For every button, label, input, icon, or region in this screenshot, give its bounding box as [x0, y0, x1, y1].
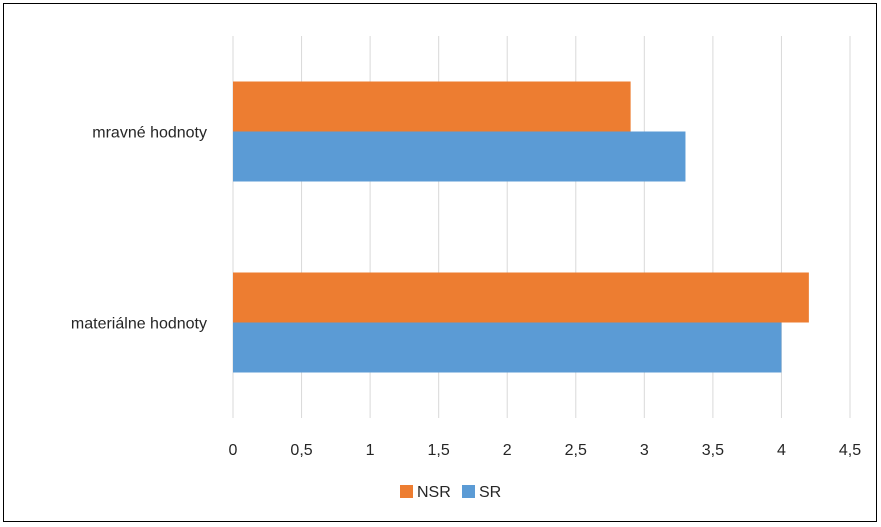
bar-sr-0: [233, 322, 782, 373]
category-label: mravné hodnoty: [92, 125, 207, 142]
x-tick-label: 2: [503, 442, 512, 459]
x-tick-label: 0: [229, 442, 238, 459]
x-tick-label: 4,5: [839, 442, 861, 459]
legend-label-nsr: NSR: [417, 484, 451, 501]
x-tick-label: 2,5: [565, 442, 587, 459]
x-tick-label: 1: [366, 442, 375, 459]
bar-nsr-0: [233, 272, 809, 323]
legend-swatch-nsr: [400, 485, 413, 498]
x-tick-label: 1,5: [428, 442, 450, 459]
x-tick-label: 3: [640, 442, 649, 459]
category-label: materiálne hodnoty: [71, 316, 207, 333]
x-tick-label: 3,5: [702, 442, 724, 459]
x-axis-ticks: 0 0,5 1 1,5 2 2,5 3 3,5 4 4,5: [229, 442, 862, 459]
x-tick-label: 4: [777, 442, 786, 459]
bars: [233, 81, 809, 373]
legend: NSR SR: [400, 484, 501, 501]
bar-sr-1: [233, 131, 686, 182]
bar-nsr-1: [233, 81, 631, 132]
x-tick-label: 0,5: [290, 442, 312, 459]
legend-label-sr: SR: [479, 484, 501, 501]
legend-swatch-sr: [462, 485, 475, 498]
category-labels: materiálne hodnoty mravné hodnoty: [71, 125, 207, 333]
